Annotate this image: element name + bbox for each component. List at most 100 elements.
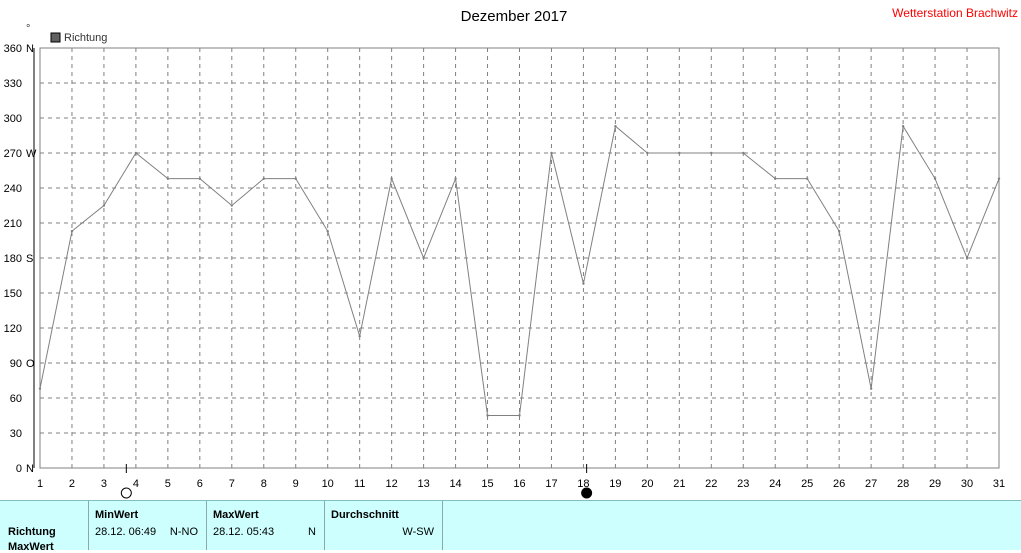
y-tick-label: 180	[4, 253, 22, 265]
x-tick-label: 8	[261, 478, 267, 490]
stats-row-label: Richtung	[8, 526, 56, 538]
data-point	[742, 151, 745, 155]
data-point	[198, 177, 202, 180]
y-tick-label: 210	[4, 218, 22, 230]
x-tick-label: 17	[545, 478, 557, 490]
data-point	[454, 177, 457, 180]
stats-max-column: MaxWert 28.12. 05:43 N	[207, 501, 325, 550]
x-tick-label: 26	[833, 478, 845, 490]
data-point	[869, 387, 873, 390]
plot-frame	[39, 47, 1000, 469]
y-tick-direction: N	[26, 43, 34, 55]
data-point	[230, 204, 233, 207]
min-time: 28.12. 06:49	[95, 526, 157, 538]
x-tick-label: 28	[897, 478, 909, 490]
data-point	[550, 151, 553, 155]
data-point	[262, 177, 265, 180]
x-tick-label: 30	[961, 478, 973, 490]
wind-direction-chart: Dezember 2017 Wetterstation Brachwitz ° …	[4, 6, 1018, 499]
stats-panel: Richtung MaxWert MinWert 28.12. 06:49 N-…	[0, 500, 1021, 553]
x-tick-label: 7	[229, 478, 235, 490]
x-tick-label: 22	[705, 478, 717, 490]
station-name: Wetterstation Brachwitz	[892, 6, 1018, 20]
data-point	[326, 229, 329, 233]
x-tick-label: 11	[354, 478, 365, 490]
data-point	[134, 151, 138, 155]
y-tick-direction: O	[26, 358, 35, 370]
data-point	[997, 177, 1001, 180]
y-tick-label: 120	[4, 323, 22, 335]
y-tick-label: 0	[16, 463, 22, 475]
x-tick-label: 3	[101, 478, 107, 490]
data-point	[774, 177, 777, 180]
x-tick-label: 20	[641, 478, 653, 490]
y-tick-direction: W	[26, 148, 37, 160]
min-header: MinWert	[95, 509, 139, 521]
data-point	[486, 414, 489, 417]
x-tick-label: 12	[386, 478, 398, 490]
y-tick-label: 30	[10, 428, 22, 440]
y-tick-label: 360	[4, 43, 22, 55]
data-point	[582, 282, 585, 285]
x-tick-label: 9	[293, 478, 299, 490]
degree-mark: °	[26, 23, 30, 35]
x-tick-label: 14	[449, 478, 461, 490]
data-point	[933, 177, 937, 180]
x-tick-label: 19	[609, 478, 621, 490]
full-moon-icon	[120, 487, 132, 499]
data-point	[102, 204, 106, 207]
x-tick-label: 18	[577, 478, 589, 490]
x-tick-label: 29	[929, 478, 941, 490]
x-tick-label: 16	[513, 478, 525, 490]
max-time: 28.12. 05:43	[213, 526, 275, 538]
data-point	[422, 256, 425, 260]
x-tick-label: 21	[673, 478, 685, 490]
x-tick-label: 27	[865, 478, 877, 490]
stats-min-column: MinWert 28.12. 06:49 N-NO	[89, 501, 207, 550]
data-point	[166, 177, 170, 180]
data-point	[837, 229, 841, 233]
y-tick-direction: N	[26, 463, 34, 475]
y-tick-direction: S	[26, 253, 33, 265]
data-point	[710, 151, 713, 155]
y-tick-label: 240	[4, 183, 22, 195]
x-tick-label: 5	[165, 478, 171, 490]
data-point	[678, 151, 681, 155]
legend-swatch	[50, 32, 61, 43]
legend-label: Richtung	[64, 32, 107, 44]
x-tick-label: 6	[197, 478, 203, 490]
max-value: N	[308, 526, 316, 538]
data-point	[965, 256, 969, 260]
x-tick-label: 13	[417, 478, 429, 490]
x-tick-label: 25	[801, 478, 813, 490]
x-tick-label: 2	[69, 478, 75, 490]
y-tick-label: 330	[4, 78, 22, 90]
new-moon-icon	[581, 487, 593, 499]
min-value: N-NO	[169, 526, 198, 538]
avg-header: Durchschnitt	[331, 509, 399, 521]
x-tick-label: 31	[993, 478, 1005, 490]
data-point	[70, 229, 74, 233]
avg-value: W-SW	[402, 526, 434, 538]
stats-row-label-2: MaxWert	[8, 541, 54, 553]
y-tick-label: 270	[4, 148, 22, 160]
x-tick-label: 23	[737, 478, 749, 490]
x-tick-label: 10	[322, 478, 334, 490]
data-point	[646, 151, 649, 155]
stats-avg-column: Durchschnitt W-SW	[325, 501, 443, 550]
data-point	[390, 177, 393, 180]
y-tick-label: 300	[4, 113, 22, 125]
data-point	[806, 177, 809, 180]
max-header: MaxWert	[213, 509, 259, 521]
data-point	[294, 177, 297, 180]
data-point	[901, 124, 905, 128]
data-point	[614, 124, 617, 128]
chart-title: Dezember 2017	[461, 8, 568, 25]
data-point	[358, 334, 361, 338]
x-tick-label: 4	[133, 478, 139, 490]
stats-row-labels: Richtung MaxWert	[0, 501, 89, 553]
y-tick-label: 150	[4, 288, 22, 300]
data-point	[518, 414, 521, 417]
y-tick-label: 90	[10, 358, 22, 370]
